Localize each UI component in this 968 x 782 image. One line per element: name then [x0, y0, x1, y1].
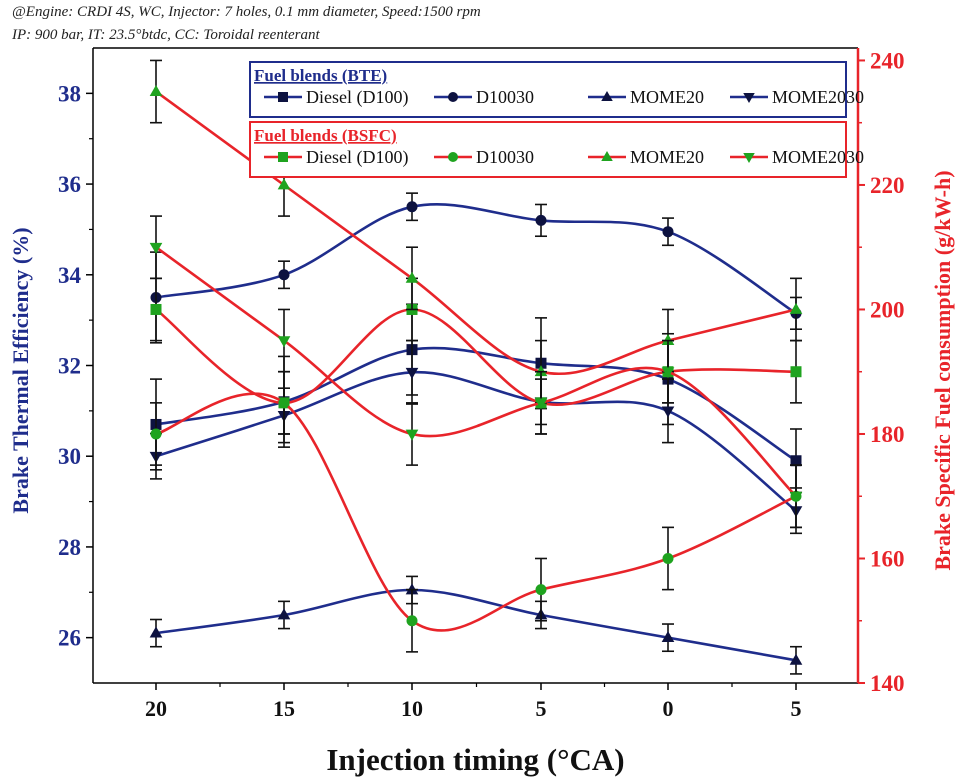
data-point	[661, 631, 675, 643]
left-tick-label: 30	[58, 444, 81, 469]
right-tick-label: 220	[870, 173, 905, 198]
data-point	[790, 366, 802, 378]
legend-label: MOME2030	[772, 147, 864, 167]
data-point	[277, 178, 291, 190]
legend-label: D10030	[476, 87, 534, 107]
data-point	[406, 615, 418, 627]
legend-title: Fuel blends (BTE)	[254, 66, 387, 85]
right-tick-label: 140	[870, 671, 905, 696]
left-tick-label: 32	[58, 354, 81, 379]
x-tick-label: 20	[145, 696, 167, 721]
series-line	[155, 308, 797, 406]
left-tick-label: 38	[58, 81, 81, 106]
engine-note-line-2: IP: 900 bar, IT: 23.5°btdc, CC: Toroidal…	[12, 27, 320, 43]
legend-swatch-marker	[278, 92, 288, 102]
data-point	[661, 406, 675, 418]
x-tick-label: 15	[273, 696, 295, 721]
right-tick-label: 240	[870, 48, 905, 73]
data-point	[534, 398, 548, 410]
right-tick-label: 200	[870, 297, 905, 322]
data-point	[149, 626, 163, 638]
legend-swatch-marker	[278, 152, 288, 162]
series-line	[155, 588, 797, 662]
data-point	[534, 365, 548, 377]
engine-note-line-1: @Engine: CRDI 4S, WC, Injector: 7 holes,…	[12, 4, 481, 20]
legend-label: Diesel (D100)	[306, 147, 408, 168]
left-axis-title: Brake Thermal Efficiency (%)	[8, 227, 33, 513]
legend-swatch-marker	[601, 91, 613, 101]
data-point	[405, 429, 419, 441]
series-5	[150, 370, 802, 653]
data-point	[405, 271, 419, 283]
legend-box	[249, 61, 847, 118]
right-tick-label: 160	[870, 546, 905, 571]
data-point	[789, 302, 803, 314]
legend-swatch-marker	[448, 92, 458, 102]
left-tick-label: 36	[58, 172, 81, 197]
data-point	[150, 303, 162, 315]
data-point	[149, 84, 163, 96]
left-tick-label: 28	[58, 535, 81, 560]
legend-label: D10030	[476, 147, 534, 167]
legend-swatch-marker	[743, 153, 755, 163]
data-point	[535, 584, 547, 596]
series-2	[149, 575, 803, 675]
legend-bsfc: Fuel blends (BSFC) Diesel (D100) D10030 MOM…	[249, 121, 864, 178]
legend-label: Diesel (D100)	[306, 87, 408, 108]
right-axis-title: Brake Specific Fuel consumption (g/kW-h)	[930, 170, 955, 570]
legend-swatch-marker	[448, 152, 458, 162]
data-point	[790, 455, 802, 467]
legend-label: MOME20	[630, 147, 704, 167]
x-tick-label: 10	[401, 696, 423, 721]
series-line	[155, 246, 797, 498]
left-tick-label: 26	[58, 626, 81, 651]
data-point	[662, 552, 674, 564]
left-tick-label: 34	[58, 263, 82, 288]
series-1	[150, 192, 802, 344]
data-point	[789, 491, 803, 503]
data-point	[661, 333, 675, 345]
data-point	[277, 608, 291, 620]
data-point	[278, 269, 290, 281]
x-tick-label: 0	[663, 696, 674, 721]
right-tick-label: 180	[870, 422, 905, 447]
data-point	[150, 428, 162, 440]
data-point	[662, 226, 674, 238]
legend-label: MOME20	[630, 87, 704, 107]
data-point	[149, 242, 163, 254]
legend-bte: Fuel blends (BTE) Diesel (D100) D10030 MOME…	[249, 61, 864, 118]
data-point	[277, 336, 291, 348]
legend-swatch-marker	[743, 93, 755, 103]
x-tick-label: 5	[536, 696, 547, 721]
series-line	[155, 370, 797, 512]
data-point	[535, 214, 547, 226]
series-line	[155, 346, 797, 462]
data-point	[405, 367, 419, 379]
series-7	[149, 215, 803, 529]
legend-title: Fuel blends (BSFC)	[254, 126, 397, 145]
series-line	[155, 203, 797, 315]
legend-swatch-marker	[601, 151, 613, 161]
legend-label: MOME2030	[772, 87, 864, 107]
data-point	[278, 397, 290, 409]
data-point	[789, 653, 803, 665]
x-axis-title: Injection timing (°CA)	[326, 742, 624, 777]
data-point	[661, 367, 675, 379]
data-point	[406, 201, 418, 213]
x-tick-label: 5	[791, 696, 802, 721]
legend-box	[249, 121, 847, 178]
